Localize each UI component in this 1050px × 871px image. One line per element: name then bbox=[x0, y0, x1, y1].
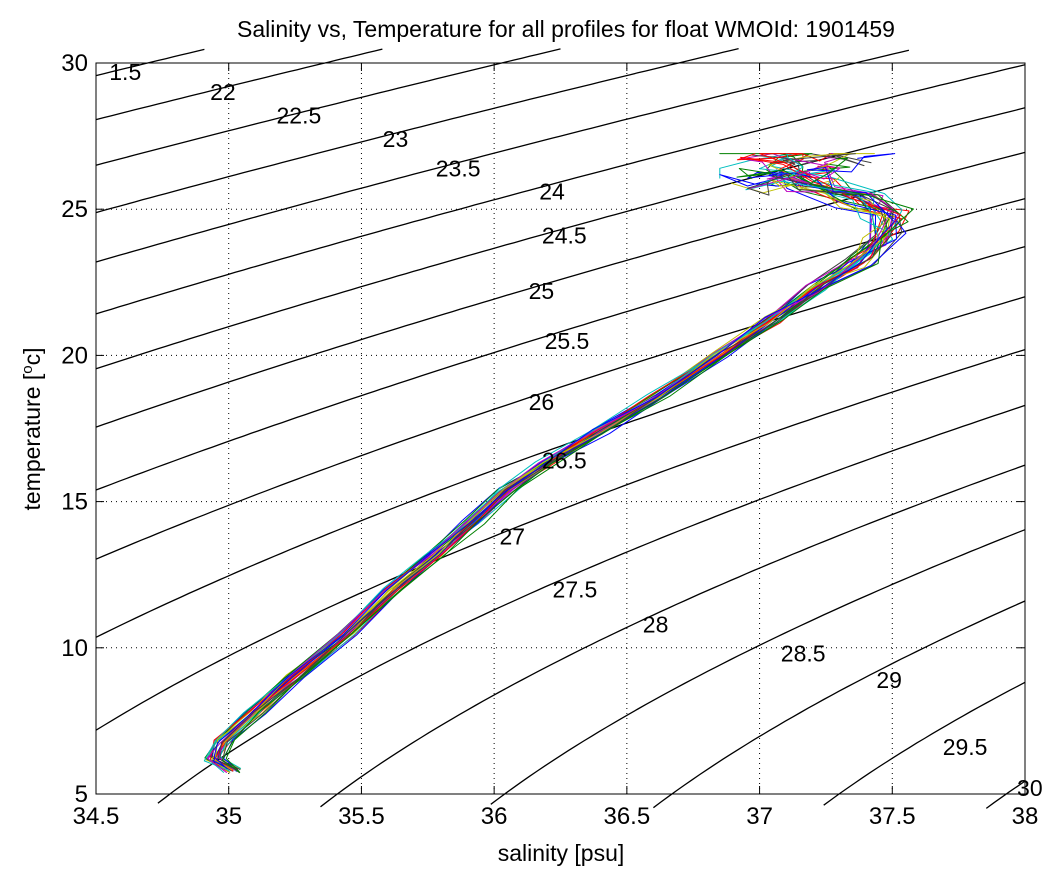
x-tick-label: 37.5 bbox=[869, 803, 916, 830]
profile-line bbox=[214, 153, 902, 772]
y-axis: 5 10 15 20 25 30 bbox=[61, 50, 1025, 808]
contour-label: 28.5 bbox=[781, 641, 826, 667]
contour-label: 29 bbox=[876, 667, 902, 693]
contour-label: 22.5 bbox=[276, 103, 321, 129]
contour-label: 26 bbox=[529, 389, 555, 415]
contour-label: 30 bbox=[1017, 775, 1043, 801]
contour-label: 28 bbox=[643, 611, 669, 637]
profile-line bbox=[214, 179, 890, 771]
chart-title: Salinity vs, Temperature for all profile… bbox=[237, 16, 895, 42]
density-contour-26.5 bbox=[95, 296, 1026, 638]
y-axis-label-end: c] bbox=[19, 347, 45, 365]
y-tick-label: 5 bbox=[75, 781, 88, 808]
contour-label: 22 bbox=[210, 79, 236, 105]
density-contour-29.5 bbox=[823, 681, 1026, 806]
y-tick-label: 30 bbox=[61, 50, 88, 77]
profile-line bbox=[213, 153, 896, 769]
density-contour-23.5 bbox=[95, 49, 910, 263]
x-axis-label: salinity [psu] bbox=[498, 840, 625, 866]
contour-label: 24.5 bbox=[542, 223, 587, 249]
profile-line bbox=[221, 157, 914, 774]
contour-label: 23 bbox=[383, 126, 409, 152]
x-tick-label: 35 bbox=[215, 803, 242, 830]
x-tick-label: 34.5 bbox=[73, 803, 120, 830]
x-tick-label: 38 bbox=[1012, 803, 1039, 830]
profile-line bbox=[225, 168, 909, 773]
profile-line bbox=[212, 172, 897, 772]
y-tick-label: 15 bbox=[61, 489, 88, 516]
density-contour-24 bbox=[95, 64, 1026, 315]
density-contour-28 bbox=[320, 464, 1026, 808]
density-contour-22.5 bbox=[95, 48, 561, 166]
y-tick-label: 25 bbox=[61, 196, 88, 223]
density-contour-24.5 bbox=[95, 107, 1026, 370]
x-tick-label: 37 bbox=[746, 803, 773, 830]
density-contour-28.5 bbox=[490, 529, 1026, 805]
contour-label: 29.5 bbox=[943, 734, 988, 760]
contour-label: 27.5 bbox=[553, 576, 598, 602]
density-contour-26 bbox=[95, 245, 1026, 560]
density-contour-23 bbox=[95, 47, 739, 214]
density-contour-29 bbox=[653, 600, 1026, 809]
y-axis-label-main: temperature [ bbox=[19, 373, 45, 510]
contour-labels: 1.52222.52323.52424.52525.52626.52727.52… bbox=[109, 59, 1042, 801]
contour-label: 25 bbox=[529, 278, 555, 304]
profile-line bbox=[223, 170, 907, 770]
density-contours bbox=[95, 47, 1026, 809]
contour-label: 24 bbox=[539, 179, 565, 205]
density-contour-27 bbox=[95, 348, 1026, 731]
contour-label: 26.5 bbox=[542, 448, 587, 474]
density-contour-27.5 bbox=[157, 404, 1026, 804]
contour-label: 23.5 bbox=[436, 155, 481, 181]
density-contour-21.5 bbox=[95, 48, 205, 77]
density-contour-22 bbox=[95, 48, 383, 121]
grid bbox=[96, 63, 1025, 794]
y-tick-label: 20 bbox=[61, 342, 88, 369]
contour-label: 27 bbox=[499, 524, 525, 550]
profiles bbox=[203, 153, 914, 774]
plot-frame bbox=[95, 62, 1026, 795]
x-tick-label: 36.5 bbox=[603, 803, 650, 830]
y-axis-label: temperature [oc] bbox=[19, 347, 45, 510]
x-tick-label: 36 bbox=[481, 803, 508, 830]
y-axis-label-sup: o bbox=[19, 365, 36, 373]
contour-label: 25.5 bbox=[545, 328, 590, 354]
x-axis: 34.5 35 35.5 36 36.5 37 37.5 38 bbox=[73, 63, 1039, 830]
x-tick-label: 35.5 bbox=[338, 803, 385, 830]
y-tick-label: 10 bbox=[61, 635, 88, 662]
